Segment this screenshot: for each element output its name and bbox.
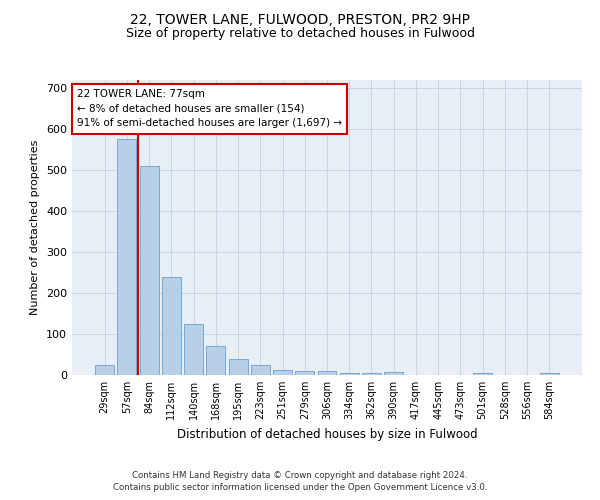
- Bar: [184, 324, 203, 375]
- Bar: [251, 365, 270, 375]
- Text: Contains HM Land Registry data © Crown copyright and database right 2024.: Contains HM Land Registry data © Crown c…: [132, 471, 468, 480]
- Bar: [273, 370, 292, 375]
- Bar: [295, 371, 314, 375]
- Bar: [206, 346, 225, 375]
- Y-axis label: Number of detached properties: Number of detached properties: [31, 140, 40, 315]
- X-axis label: Distribution of detached houses by size in Fulwood: Distribution of detached houses by size …: [176, 428, 478, 440]
- Text: 22 TOWER LANE: 77sqm
← 8% of detached houses are smaller (154)
91% of semi-detac: 22 TOWER LANE: 77sqm ← 8% of detached ho…: [77, 89, 342, 128]
- Bar: [140, 166, 158, 375]
- Bar: [118, 140, 136, 375]
- Bar: [229, 358, 248, 375]
- Bar: [384, 372, 403, 375]
- Bar: [95, 365, 114, 375]
- Bar: [473, 373, 492, 375]
- Bar: [340, 373, 359, 375]
- Text: Contains public sector information licensed under the Open Government Licence v3: Contains public sector information licen…: [113, 484, 487, 492]
- Text: 22, TOWER LANE, FULWOOD, PRESTON, PR2 9HP: 22, TOWER LANE, FULWOOD, PRESTON, PR2 9H…: [130, 12, 470, 26]
- Bar: [362, 373, 381, 375]
- Bar: [317, 371, 337, 375]
- Bar: [540, 373, 559, 375]
- Text: Size of property relative to detached houses in Fulwood: Size of property relative to detached ho…: [125, 28, 475, 40]
- Bar: [162, 276, 181, 375]
